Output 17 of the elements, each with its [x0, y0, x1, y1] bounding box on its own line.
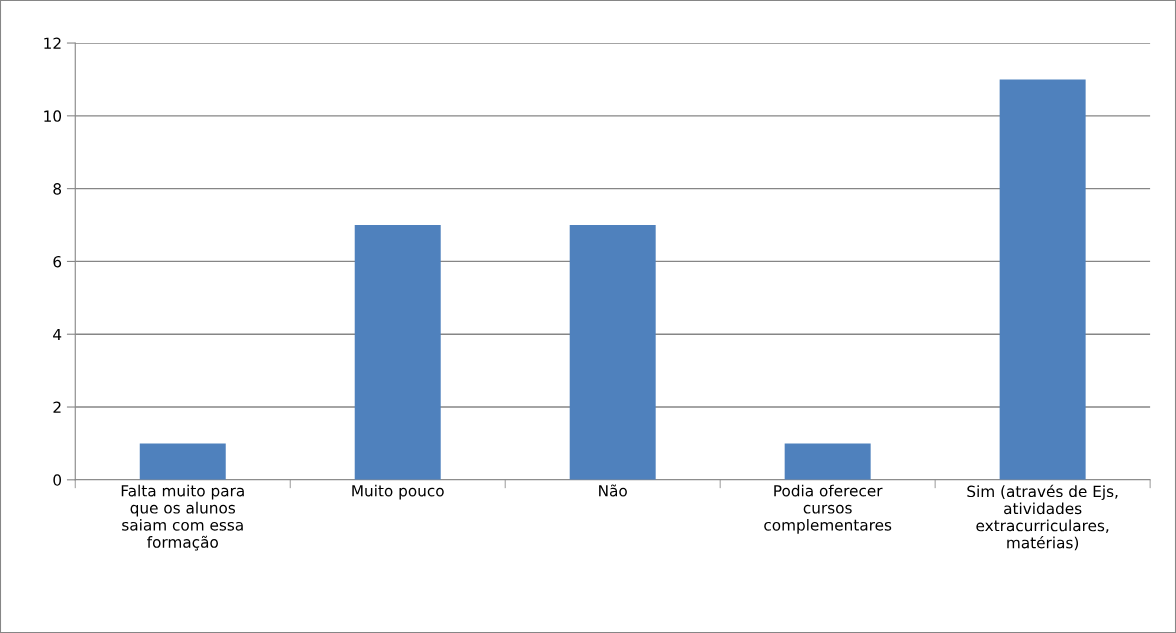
bar — [784, 443, 871, 480]
y-tick-label: 10 — [44, 110, 62, 122]
x-tick-label: Falta muito para que os alunos saiam com essa formação — [121, 484, 244, 551]
y-tick-label: 0 — [53, 474, 62, 486]
x-tick-label: Sim (através de Ejs, atividades extracurriculares, matérias) — [967, 484, 1118, 551]
x-tick-label: Podia oferecer cursos complementares — [764, 484, 892, 534]
y-tick-label: 8 — [53, 183, 62, 195]
bar — [569, 225, 656, 480]
bar — [139, 443, 226, 480]
x-tick-label: Não — [599, 484, 627, 497]
y-tick-label: 4 — [53, 328, 62, 341]
bar — [354, 225, 441, 480]
bar — [999, 79, 1086, 480]
x-tick-label: Muito pouco — [352, 484, 444, 500]
y-tick-label: 2 — [53, 401, 61, 413]
y-tick-label: 12 — [44, 37, 61, 49]
y-tick-label: 6 — [53, 255, 62, 268]
